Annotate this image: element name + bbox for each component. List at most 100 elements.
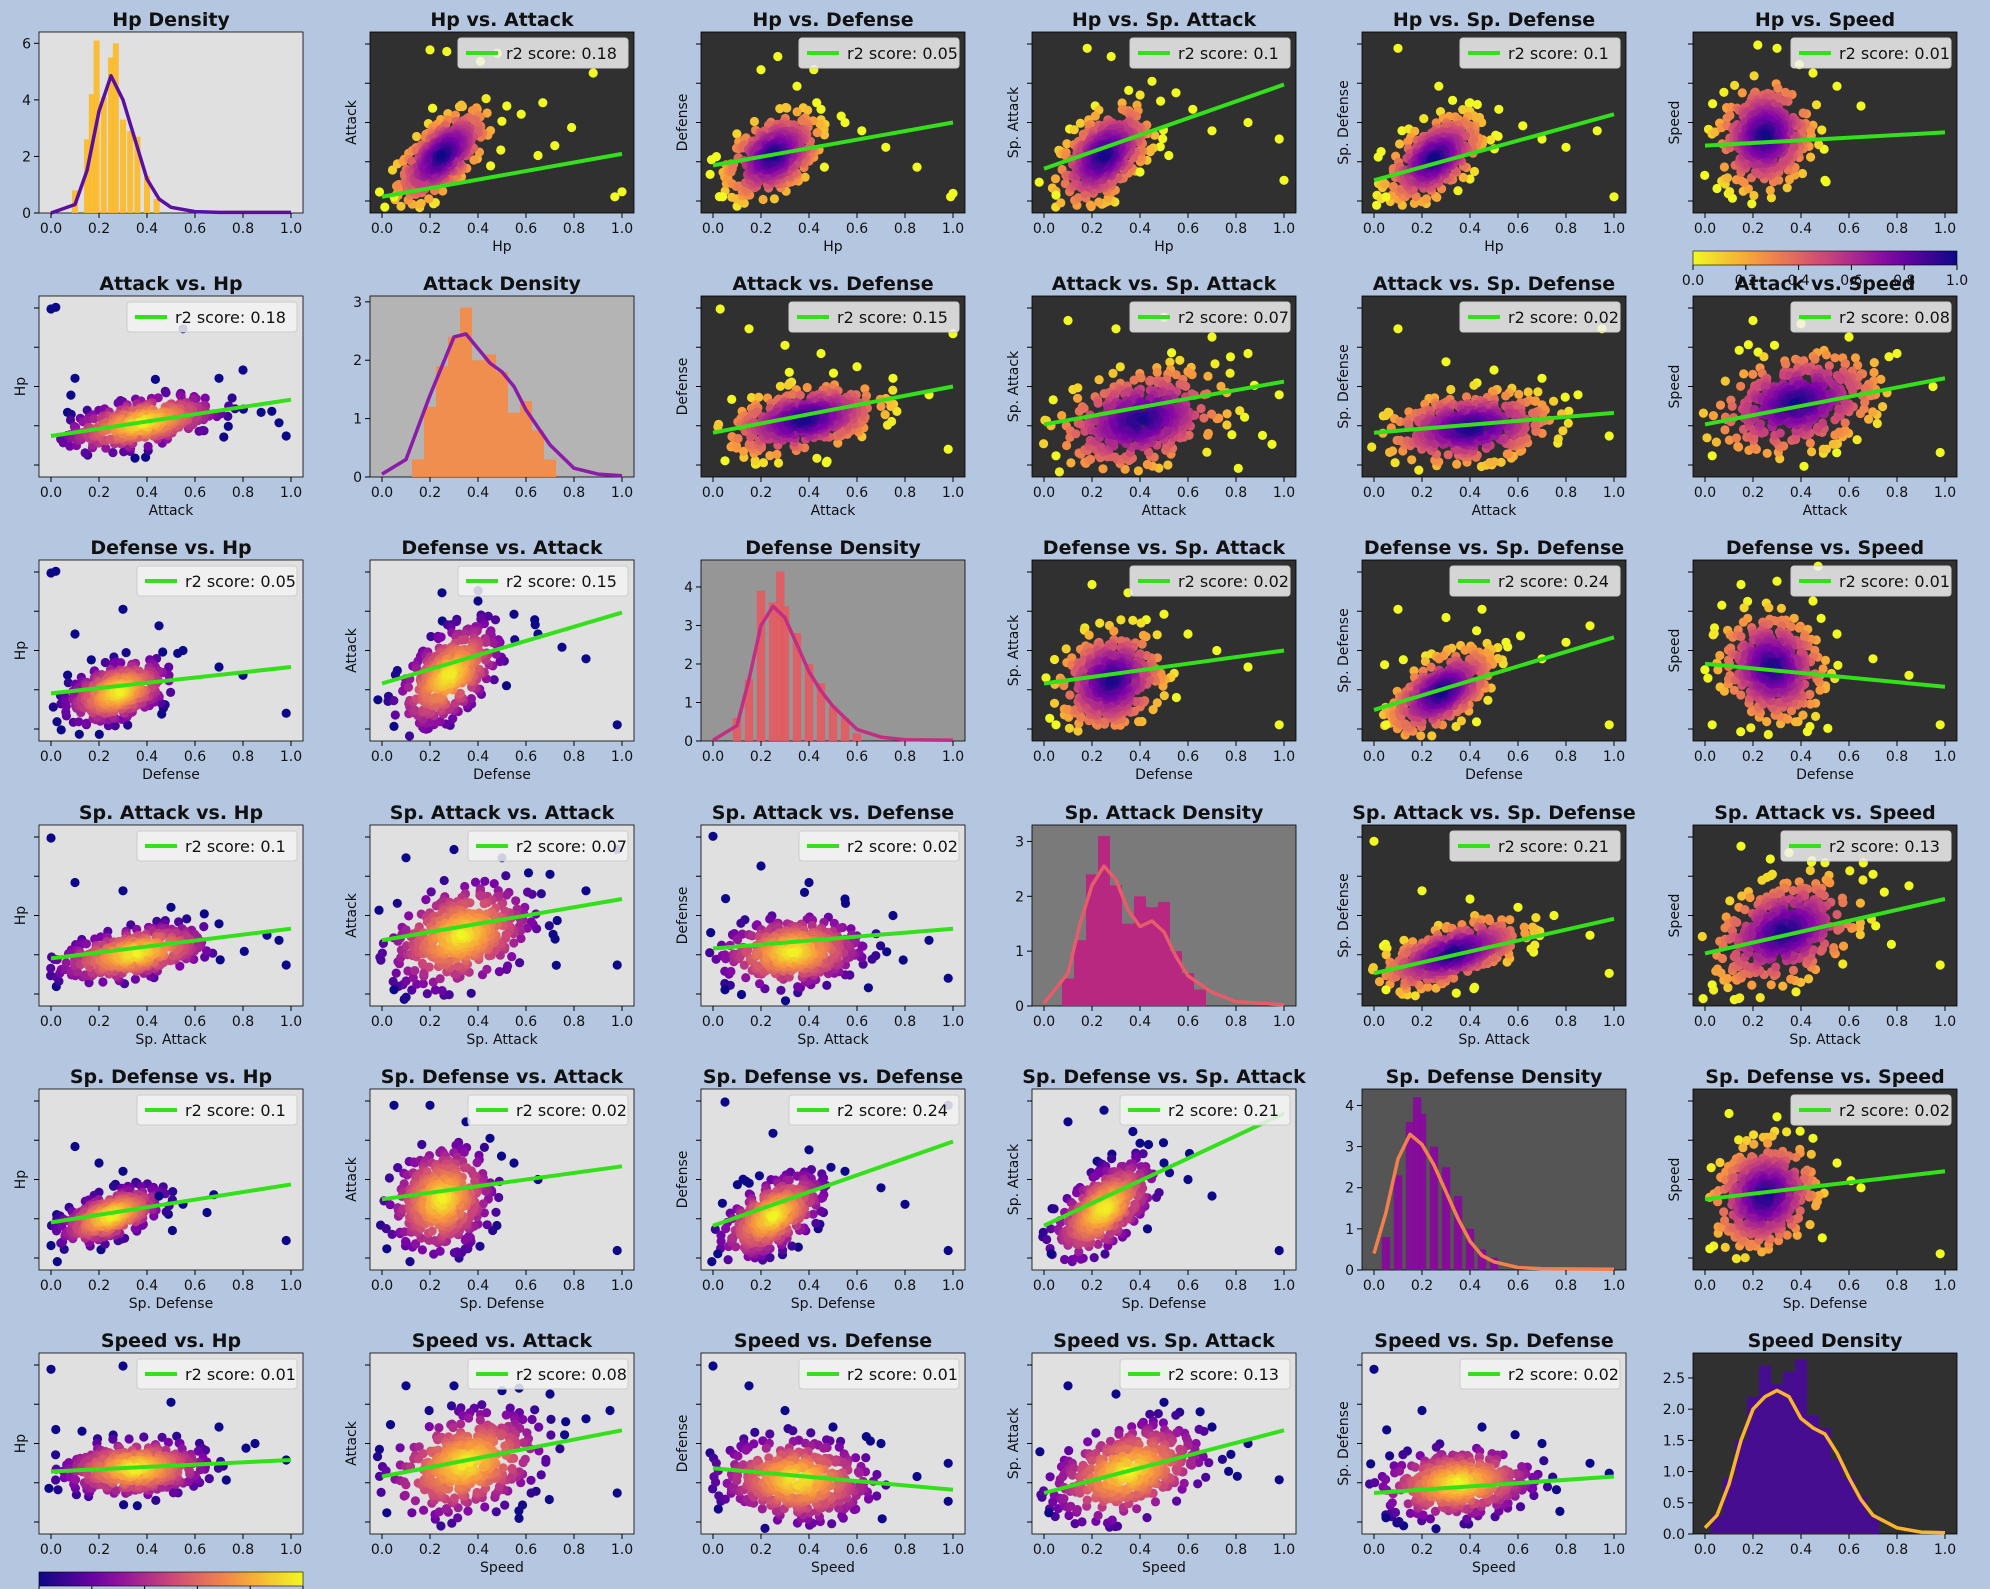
outlier-point [1748, 315, 1758, 326]
scatter-point [1093, 398, 1103, 408]
hist-bar [484, 354, 496, 477]
scatter-point [1869, 367, 1879, 378]
outlier-point [1082, 43, 1092, 53]
scatter-point [1048, 395, 1058, 405]
scatter-point [802, 382, 812, 393]
scatter-point [496, 145, 506, 155]
scatter-point [1811, 100, 1822, 110]
scatter-point [797, 116, 807, 126]
scatter-point [1145, 145, 1155, 155]
subplot-title: Attack vs. Sp. Defense [1373, 273, 1615, 295]
scatter-point [1085, 454, 1096, 464]
hist-bar [112, 43, 119, 213]
scatter-point [1523, 387, 1533, 397]
scatter-point [424, 194, 434, 204]
scatter-point [758, 194, 768, 205]
scatter-point [1760, 130, 1770, 140]
scatter-point [94, 729, 104, 740]
y-tick-label: 2 [22, 149, 31, 165]
outlier-point [840, 117, 850, 128]
legend: r2 score: 0.18 [126, 301, 298, 333]
x-tick-label: 0.8 [894, 485, 916, 501]
legend-label: r2 score: 0.07 [1178, 308, 1289, 327]
scatter-point [1066, 458, 1076, 468]
subplot-title: Hp vs. Sp. Defense [1393, 9, 1595, 31]
x-tick-label: 1.0 [280, 485, 302, 501]
outlier-point [1164, 150, 1174, 161]
scatter-point [800, 172, 810, 182]
x-tick-label: 1.0 [1603, 485, 1625, 501]
outlier-point [1856, 101, 1866, 111]
scatter-point [1062, 440, 1072, 451]
scatter-point [1730, 80, 1740, 90]
hist-bar [436, 366, 448, 477]
scatter-point [772, 449, 782, 459]
outlier-point [1135, 167, 1145, 177]
outlier-point [1381, 192, 1391, 202]
scatter-point [227, 393, 237, 403]
outlier-point [1243, 348, 1253, 359]
y-tick-label: 0 [353, 470, 362, 486]
legend-label: r2 score: 0.18 [175, 308, 286, 327]
outlier-point [1279, 175, 1289, 185]
legend-box [457, 37, 629, 69]
scatter-point [1817, 418, 1828, 428]
x-tick-label: 0.0 [40, 221, 62, 237]
x-tick-label: 1.0 [1273, 485, 1295, 501]
scatter-point [1720, 425, 1730, 435]
regression-line [381, 151, 623, 199]
x-tick-label: 0.4 [467, 221, 489, 237]
subplot-title: Hp vs. Speed [1755, 9, 1895, 31]
legend-label: r2 score: 0.1 [1178, 44, 1279, 63]
outlier-point [1441, 357, 1451, 367]
scatter-point [1094, 197, 1104, 207]
scatter-point [1373, 152, 1383, 162]
scatter-point [66, 390, 76, 400]
outlier-point [1518, 121, 1528, 131]
scatter-point [1817, 125, 1827, 135]
outlier-point [1573, 390, 1583, 400]
x-tick-label: 0.4 [467, 485, 489, 501]
scatter-point [1762, 448, 1772, 458]
scatter-point [783, 380, 794, 390]
scatter-point [1845, 381, 1856, 391]
scatter-point [80, 448, 90, 458]
outlier-point [852, 362, 862, 372]
scatter-point [1553, 434, 1563, 444]
scatter-point [1708, 99, 1718, 109]
outlier-point [1592, 126, 1602, 136]
y-axis-label: Defense [675, 358, 691, 416]
scatter-point [1747, 199, 1757, 209]
outlier-point [773, 51, 783, 62]
legend-label: r2 score: 0.05 [847, 44, 958, 63]
outlier-point [718, 192, 728, 202]
scatter-point [1832, 448, 1842, 458]
outlier-point [857, 126, 867, 136]
x-tick-label: 0.0 [1363, 221, 1385, 237]
scatter-point [775, 381, 786, 391]
legend: r2 score: 0.1 [1129, 37, 1291, 69]
x-axis-label: Attack [1803, 503, 1849, 519]
scatter-point [1884, 352, 1894, 362]
outlier-point [715, 304, 725, 314]
scatter-point [143, 441, 153, 451]
outlier-point [1753, 40, 1763, 50]
x-tick-label: 0.6 [184, 485, 206, 501]
x-tick-label: 0.2 [88, 221, 110, 237]
y-axis-label: Sp. Attack [1006, 86, 1022, 158]
subplot-title: Hp vs. Attack [430, 9, 574, 31]
y-axis-label: Attack [344, 99, 360, 145]
scatter-point [1073, 393, 1083, 403]
x-tick-label: 1.0 [280, 221, 302, 237]
x-tick-label: 0.2 [1081, 221, 1103, 237]
scatter-point [1781, 359, 1791, 369]
scatter-point [1715, 400, 1726, 410]
y-tick-label: 1 [353, 412, 362, 428]
scatter-point [1528, 408, 1538, 418]
outlier-point [502, 101, 512, 111]
outlier-point [610, 192, 620, 202]
x-tick-label: 1.0 [942, 221, 964, 237]
